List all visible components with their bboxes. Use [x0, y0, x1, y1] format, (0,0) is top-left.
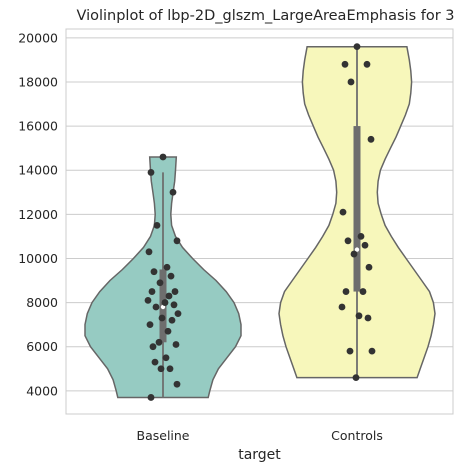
- x-tick-label: Baseline: [137, 428, 190, 443]
- data-point: [171, 288, 179, 295]
- data-point: [338, 303, 346, 311]
- data-point: [352, 374, 360, 381]
- data-point: [173, 237, 181, 245]
- y-tick-label: 16000: [18, 119, 58, 134]
- y-tick-label: 6000: [26, 339, 58, 354]
- y-tick-label: 4000: [26, 383, 58, 398]
- data-point: [364, 314, 372, 322]
- data-point: [173, 380, 181, 388]
- data-point: [344, 237, 352, 245]
- data-point: [363, 60, 371, 68]
- data-point: [368, 347, 376, 355]
- data-point: [361, 241, 369, 249]
- data-point: [164, 327, 172, 335]
- inner-boxplots: [159, 46, 361, 398]
- iqr-box-controls: [353, 126, 361, 292]
- data-point: [152, 303, 160, 311]
- data-point: [359, 288, 367, 295]
- y-tick-label: 12000: [18, 207, 58, 222]
- data-point: [156, 279, 164, 287]
- y-tick-label: 8000: [26, 295, 58, 310]
- data-point: [163, 263, 171, 271]
- data-point: [151, 358, 159, 366]
- data-point: [162, 354, 170, 362]
- data-point: [155, 338, 163, 346]
- y-tick-labels: 4000 6000 8000 10000 12000 14000 16000 18000 200…: [18, 30, 58, 398]
- data-point: [153, 221, 161, 229]
- data-point: [148, 288, 156, 295]
- x-tick-label: Controls: [331, 428, 383, 443]
- data-point: [172, 341, 180, 348]
- data-point: [150, 268, 158, 276]
- data-point: [346, 347, 354, 355]
- data-point: [347, 78, 355, 86]
- data-point: [161, 299, 169, 306]
- y-tick-label: 18000: [18, 74, 58, 89]
- data-point: [157, 365, 165, 373]
- data-point: [170, 301, 178, 309]
- data-point: [353, 43, 361, 51]
- x-tick-labels: Baseline Controls: [137, 428, 383, 443]
- y-tick-label: 20000: [18, 30, 58, 45]
- median-controls: [354, 247, 360, 252]
- chart-title: Violinplot of lbp-2D_glszm_LargeAreaEmph…: [76, 8, 454, 24]
- data-point: [168, 316, 176, 324]
- data-point: [146, 321, 154, 329]
- data-point: [357, 232, 365, 240]
- strip-points: [144, 43, 376, 401]
- data-point: [365, 263, 373, 271]
- data-point: [145, 248, 153, 256]
- data-point: [339, 208, 347, 216]
- data-point: [144, 296, 152, 304]
- data-point: [169, 188, 177, 196]
- data-point: [158, 314, 166, 322]
- data-point: [167, 272, 175, 280]
- data-point: [341, 60, 349, 68]
- median-baseline: [160, 304, 166, 310]
- x-axis-label: target: [238, 447, 281, 463]
- violin-bodies: [84, 45, 436, 399]
- plot-frame: [65, 28, 454, 415]
- data-point: [147, 394, 155, 401]
- data-point: [166, 365, 174, 373]
- data-point: [350, 250, 358, 258]
- data-point: [165, 292, 173, 300]
- data-point: [355, 312, 363, 320]
- data-point: [367, 135, 375, 143]
- data-point: [159, 153, 167, 161]
- y-tick-label: 14000: [18, 163, 58, 178]
- data-point: [174, 310, 182, 318]
- y-tick-label: 10000: [18, 251, 58, 266]
- data-point: [342, 288, 350, 295]
- data-point: [147, 169, 155, 176]
- data-point: [149, 343, 157, 351]
